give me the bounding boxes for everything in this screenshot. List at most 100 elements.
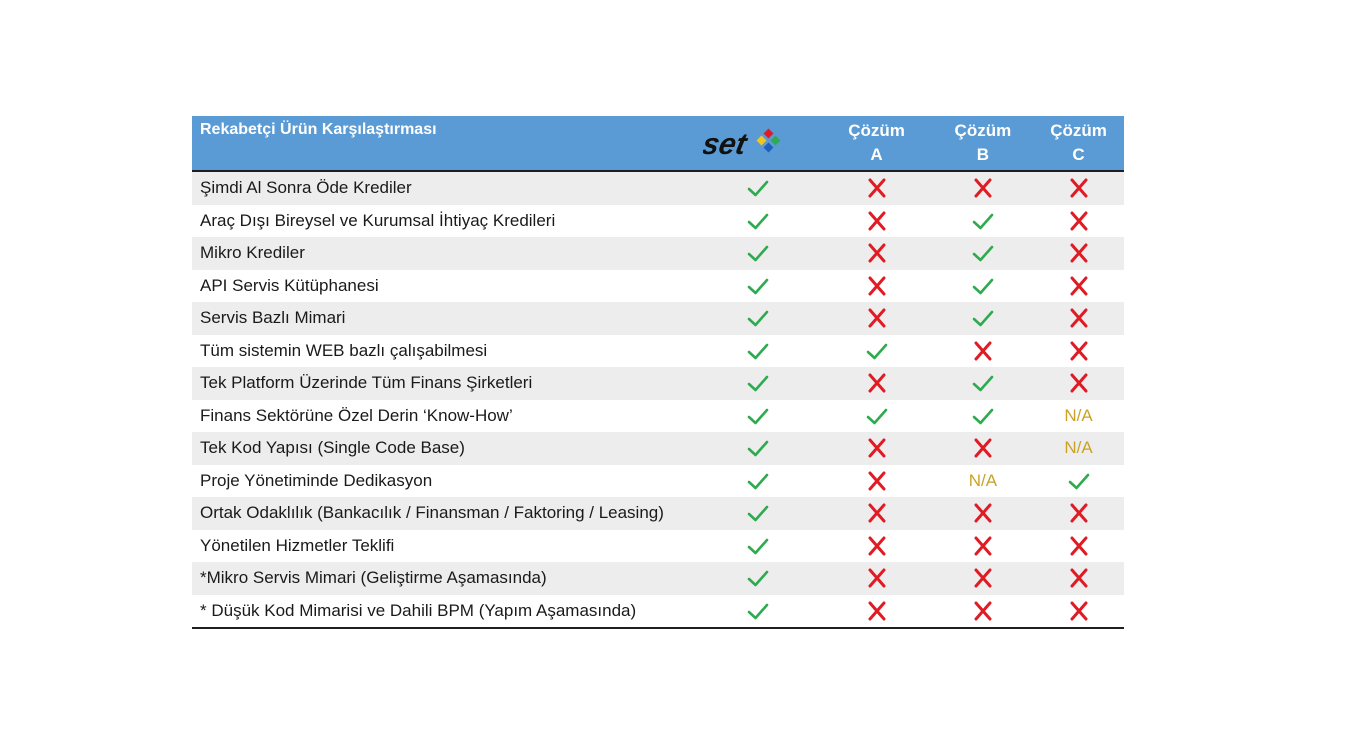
check-icon — [747, 278, 768, 295]
cross-icon — [974, 601, 992, 621]
check-icon — [747, 505, 768, 522]
check-icon — [972, 213, 994, 230]
feature-label: *Mikro Servis Mimari (Geliştirme Aşaması… — [200, 568, 547, 588]
table-title: Rekabetçi Ürün Karşılaştırması — [200, 121, 437, 138]
cross-icon — [1070, 243, 1088, 263]
cell-b — [933, 210, 1034, 232]
feature-label: Tüm sistemin WEB bazlı çalışabilmesi — [200, 340, 488, 360]
cross-icon — [1070, 341, 1088, 361]
table-row: Finans Sektörüne Özel Derin ‘Know-How’ N/… — [192, 399, 1124, 432]
cross-icon — [868, 438, 886, 458]
cross-icon — [1070, 373, 1088, 393]
cross-icon — [974, 341, 992, 361]
cell-c — [1033, 242, 1124, 264]
cross-icon — [868, 471, 886, 491]
check-icon — [972, 310, 994, 327]
cell-a — [821, 242, 933, 264]
cell-b — [933, 177, 1034, 199]
set-logo: set — [703, 128, 781, 160]
cell-set — [695, 567, 821, 589]
cell-c — [1033, 600, 1124, 622]
cross-icon — [1070, 536, 1088, 556]
cross-icon — [868, 373, 886, 393]
cell-set — [695, 177, 821, 199]
table-row: API Servis Kütüphanesi — [192, 269, 1124, 302]
cell-a — [821, 307, 933, 329]
cell-set — [695, 210, 821, 232]
cell-a — [821, 600, 933, 622]
cell-set — [695, 275, 821, 297]
feature-label: Finans Sektörüne Özel Derin ‘Know-How’ — [200, 405, 513, 425]
cell-a — [821, 437, 933, 459]
check-icon — [866, 408, 887, 425]
cross-icon — [868, 568, 886, 588]
check-icon — [972, 375, 994, 392]
solution-b-header-line1: Çözüm — [954, 121, 1012, 140]
check-icon — [747, 213, 768, 230]
check-icon — [747, 538, 768, 555]
table-row: Servis Bazlı Mimari — [192, 302, 1124, 335]
cross-icon — [1070, 276, 1088, 296]
cell-b — [933, 340, 1034, 362]
set-column-header: set — [695, 116, 821, 170]
solution-c-header-line1: Çözüm — [1050, 121, 1107, 140]
cross-icon — [974, 503, 992, 523]
solution-b-header: Çözüm B — [933, 116, 1034, 170]
cross-icon — [868, 276, 886, 296]
cell-b — [933, 437, 1034, 459]
table-row: Araç Dışı Bireysel ve Kurumsal İhtiyaç K… — [192, 204, 1124, 237]
not-applicable-label: N/A — [1064, 405, 1093, 425]
cell-a — [821, 372, 933, 394]
solution-c-header-line2: C — [1072, 145, 1085, 164]
check-icon — [972, 408, 994, 425]
cross-icon — [1070, 308, 1088, 328]
table-row: Tek Kod Yapısı (Single Code Base) N/A — [192, 432, 1124, 465]
cross-icon — [868, 601, 886, 621]
cell-c — [1033, 307, 1124, 329]
cross-icon — [974, 438, 992, 458]
cell-set — [695, 307, 821, 329]
cross-icon — [868, 211, 886, 231]
feature-label: Şimdi Al Sonra Öde Krediler — [200, 178, 412, 198]
check-icon — [747, 180, 768, 197]
feature-label: Yönetilen Hizmetler Teklifi — [200, 535, 395, 555]
cell-b — [933, 372, 1034, 394]
check-icon — [747, 603, 768, 620]
comparison-table: Rekabetçi Ürün Karşılaştırması set Çözüm… — [192, 116, 1124, 629]
cross-icon — [1070, 568, 1088, 588]
cell-a — [821, 470, 933, 492]
cross-icon — [974, 568, 992, 588]
cross-icon — [868, 503, 886, 523]
feature-label: Servis Bazlı Mimari — [200, 308, 346, 328]
cell-a — [821, 177, 933, 199]
cell-a — [821, 567, 933, 589]
table-header: Rekabetçi Ürün Karşılaştırması set Çözüm… — [192, 116, 1124, 172]
cross-icon — [1070, 178, 1088, 198]
feature-label: Tek Kod Yapısı (Single Code Base) — [200, 438, 465, 458]
solution-a-header-line2: A — [870, 145, 883, 164]
cell-c — [1033, 535, 1124, 557]
cell-c — [1033, 275, 1124, 297]
not-applicable-label: N/A — [1064, 438, 1093, 458]
solution-a-header-line1: Çözüm — [848, 121, 905, 140]
check-icon — [747, 375, 768, 392]
cell-set — [695, 470, 821, 492]
check-icon — [866, 343, 887, 360]
cell-b — [933, 535, 1034, 557]
table-row: Proje Yönetiminde Dedikasyon N/A — [192, 464, 1124, 497]
cell-a — [821, 340, 933, 362]
check-icon — [747, 440, 768, 457]
cross-icon — [1070, 601, 1088, 621]
cell-c — [1033, 567, 1124, 589]
solution-b-header-line2: B — [976, 145, 990, 164]
feature-label: Ortak Odaklılık (Bankacılık / Finansman … — [200, 503, 664, 523]
cell-set — [695, 242, 821, 264]
cell-b: N/A — [933, 471, 1034, 491]
solution-c-header: Çözüm C — [1033, 116, 1124, 170]
feature-label: API Servis Kütüphanesi — [200, 275, 379, 295]
cell-b — [933, 567, 1034, 589]
feature-label: Mikro Krediler — [200, 243, 305, 263]
table-row: *Mikro Servis Mimari (Geliştirme Aşaması… — [192, 562, 1124, 595]
table-row: Tek Platform Üzerinde Tüm Finans Şirketl… — [192, 367, 1124, 400]
cell-c — [1033, 177, 1124, 199]
